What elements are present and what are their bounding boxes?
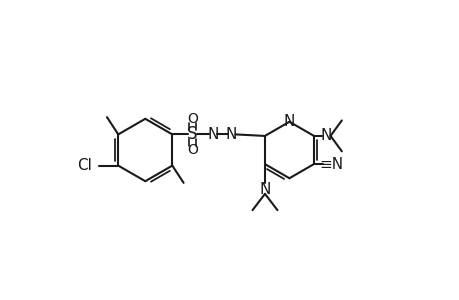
Text: N: N [207,127,218,142]
Text: O: O [187,143,197,157]
Text: N: N [320,128,331,143]
Text: N: N [283,114,295,129]
Text: S: S [187,125,197,143]
Text: Cl: Cl [78,158,92,173]
Text: O: O [187,112,197,126]
Text: N: N [259,182,270,196]
Text: ≡N: ≡N [319,157,343,172]
Text: N: N [225,127,237,142]
